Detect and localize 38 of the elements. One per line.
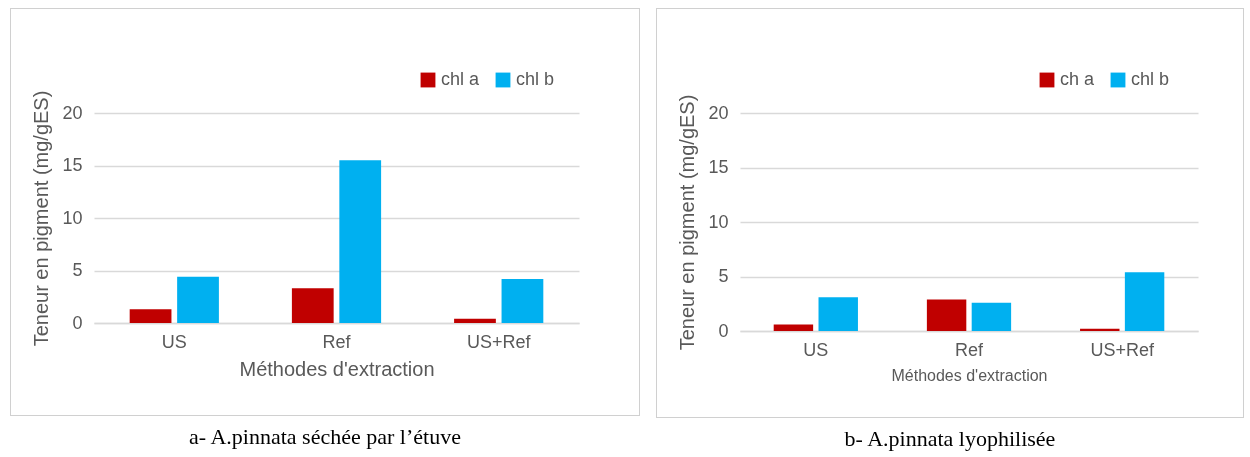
x-axis-title: Méthodes d'extraction bbox=[239, 357, 435, 380]
y-tick-label: 20 bbox=[62, 102, 83, 123]
x-tick-label: US bbox=[161, 331, 187, 352]
bar bbox=[926, 299, 967, 331]
bar bbox=[971, 302, 1012, 331]
y-tick-label: 10 bbox=[62, 207, 83, 228]
y-tick-label: 0 bbox=[718, 320, 729, 341]
y-tick-label: 20 bbox=[708, 102, 729, 123]
x-tick-label: US+Ref bbox=[466, 331, 532, 352]
bar bbox=[291, 288, 334, 323]
legend-label: chl b bbox=[516, 69, 555, 89]
text: b- A.pinnata lyophilisée bbox=[844, 426, 1056, 452]
bar bbox=[1080, 328, 1120, 331]
legend-label: chl a bbox=[441, 69, 481, 89]
y-tick-label: 15 bbox=[708, 157, 729, 177]
y-tick-label: 5 bbox=[718, 266, 729, 286]
bar bbox=[339, 160, 382, 323]
y-tick-label: 5 bbox=[72, 260, 83, 280]
bar bbox=[501, 278, 544, 323]
legend-label: ch a bbox=[1060, 69, 1096, 89]
y-axis-title: Teneur en pigment (mg/gES) bbox=[676, 94, 699, 351]
y-tick-label: 15 bbox=[62, 155, 83, 175]
y-tick-label: 0 bbox=[72, 312, 83, 333]
text: a- A.pinnata séchée par l’étuve bbox=[189, 424, 461, 450]
bar bbox=[1124, 272, 1165, 331]
x-tick-label: US bbox=[803, 339, 829, 360]
x-tick-label: Ref bbox=[954, 339, 984, 360]
bar bbox=[177, 276, 219, 323]
x-tick-label: US+Ref bbox=[1090, 339, 1155, 360]
bar bbox=[129, 309, 172, 323]
y-axis-title: Teneur en pigment (mg/gES) bbox=[30, 90, 53, 347]
legend-label: chl b bbox=[1131, 69, 1170, 89]
x-axis-title: Méthodes d'extraction bbox=[891, 366, 1048, 384]
x-tick-label: Ref bbox=[322, 331, 352, 352]
y-tick-label: 10 bbox=[708, 211, 729, 232]
bar bbox=[773, 324, 814, 331]
bar bbox=[818, 297, 858, 331]
bar bbox=[454, 318, 496, 323]
